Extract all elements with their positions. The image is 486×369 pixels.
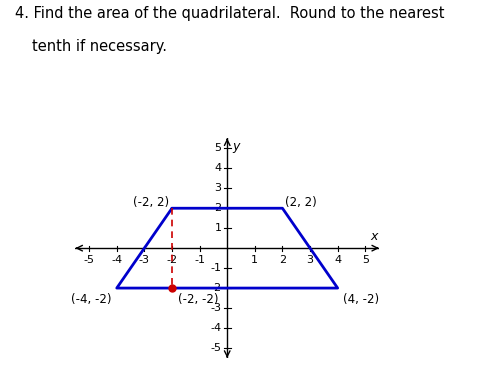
Text: 3: 3 [307, 255, 313, 265]
Text: (-4, -2): (-4, -2) [71, 293, 111, 306]
Text: 5: 5 [215, 143, 222, 154]
Text: -2: -2 [210, 283, 222, 293]
Text: 4. Find the area of the quadrilateral.  Round to the nearest: 4. Find the area of the quadrilateral. R… [15, 6, 444, 21]
Text: (2, 2): (2, 2) [285, 196, 317, 209]
Text: -3: -3 [211, 303, 222, 313]
Text: -5: -5 [84, 255, 95, 265]
Text: -5: -5 [211, 343, 222, 353]
Text: -1: -1 [194, 255, 205, 265]
Text: (-2, 2): (-2, 2) [133, 196, 169, 209]
Text: -3: -3 [139, 255, 150, 265]
Text: 5: 5 [362, 255, 369, 265]
Text: tenth if necessary.: tenth if necessary. [32, 39, 167, 54]
Text: (-2, -2): (-2, -2) [177, 293, 218, 306]
Text: 1: 1 [215, 223, 222, 233]
Text: -4: -4 [210, 323, 222, 333]
Text: 3: 3 [215, 183, 222, 193]
Text: -1: -1 [211, 263, 222, 273]
Text: 1: 1 [251, 255, 259, 265]
Text: (4, -2): (4, -2) [343, 293, 379, 306]
Text: y: y [232, 140, 240, 154]
Text: -4: -4 [111, 255, 122, 265]
Text: 4: 4 [334, 255, 341, 265]
Text: 4: 4 [214, 163, 222, 173]
Text: 2: 2 [279, 255, 286, 265]
Text: x: x [370, 230, 378, 243]
Text: -2: -2 [166, 255, 177, 265]
Text: 2: 2 [214, 203, 222, 213]
